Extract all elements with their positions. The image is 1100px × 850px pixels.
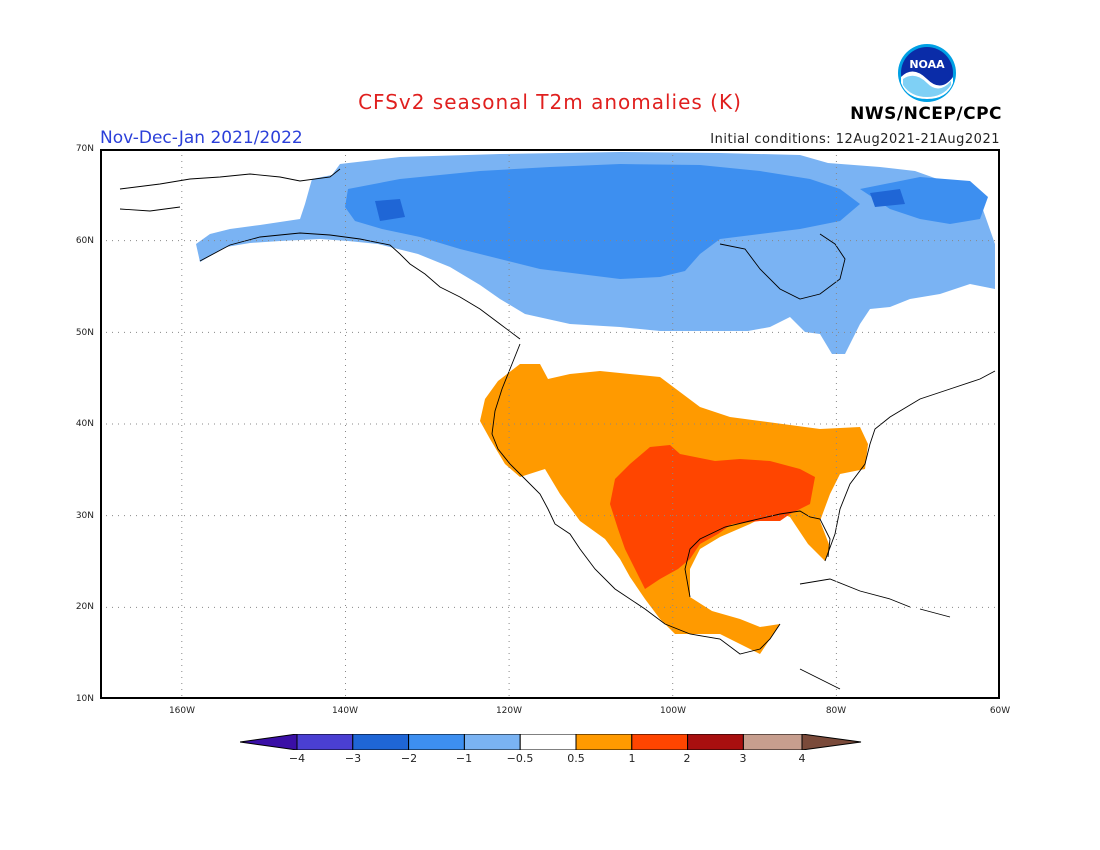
lon-label-120w: 120W xyxy=(495,706,523,716)
lat-label-50n: 50N xyxy=(75,328,94,338)
lon-label-160w: 160W xyxy=(168,706,196,716)
colorbar-segment xyxy=(687,734,744,750)
anomaly-cold-strong xyxy=(345,164,860,279)
logo-text: NOAA xyxy=(909,58,945,71)
colorbar-label: −1 xyxy=(455,752,473,765)
lat-label-70n: 70N xyxy=(75,144,94,154)
graticule xyxy=(100,149,1000,699)
coastline-alaska xyxy=(119,168,521,340)
coastlines xyxy=(119,168,996,690)
colorbar-label: 1 xyxy=(628,752,636,765)
coastline-caribbean xyxy=(799,578,951,690)
anomaly-cold-severe xyxy=(870,189,905,207)
anomaly-map xyxy=(100,149,1000,699)
colorbar-label: 3 xyxy=(739,752,747,765)
colorbar-label: 0.5 xyxy=(567,752,585,765)
colorbar-segment xyxy=(631,734,689,750)
lat-label-20n: 20N xyxy=(75,602,94,612)
lon-label-100w: 100W xyxy=(659,706,687,716)
colorbar-segment xyxy=(240,734,298,750)
colorbar-segment xyxy=(519,734,577,750)
lat-label-40n: 40N xyxy=(75,419,94,429)
colorbar xyxy=(240,734,862,750)
coastline-us-west xyxy=(491,343,781,655)
colorbar-label: 4 xyxy=(798,752,806,765)
colorbar-label: −3 xyxy=(344,752,362,765)
colorbar-label: 2 xyxy=(683,752,691,765)
lat-label-30n: 30N xyxy=(75,511,94,521)
coastline-us-east xyxy=(824,370,996,562)
colorbar-label: −0.5 xyxy=(506,752,534,765)
colorbar-segment xyxy=(742,734,803,750)
agency-label: NWS/NCEP/CPC xyxy=(850,104,1002,124)
anomaly-cold-strong xyxy=(860,177,988,224)
colorbar-label: −2 xyxy=(400,752,418,765)
lat-label-10n: 10N xyxy=(75,694,94,704)
colorbar-segment xyxy=(296,734,354,750)
lon-label-80w: 80W xyxy=(825,706,847,716)
colorbar-segment xyxy=(352,734,410,750)
forecast-period: Nov-Dec-Jan 2021/2022 xyxy=(100,128,303,148)
anomaly-warm-strong xyxy=(610,445,815,589)
lon-label-60w: 60W xyxy=(989,706,1011,716)
colorbar-segment xyxy=(463,734,521,750)
coastline-hudson-bay xyxy=(719,233,846,300)
map-frame xyxy=(100,149,1000,699)
map-title: CFSv2 seasonal T2m anomalies (K) xyxy=(358,90,742,114)
lon-label-140w: 140W xyxy=(331,706,359,716)
warm-anomaly-layer xyxy=(480,364,868,654)
noaa-logo-icon: NOAA xyxy=(898,44,956,102)
anomaly-cold-severe xyxy=(375,199,405,221)
lat-label-60n: 60N xyxy=(75,236,94,246)
coastline-gulf xyxy=(684,510,831,598)
colorbar-label: −4 xyxy=(288,752,306,765)
colorbar-segment xyxy=(801,734,862,750)
cold-anomaly-layer xyxy=(196,152,995,354)
initial-conditions: Initial conditions: 12Aug2021-21Aug2021 xyxy=(710,132,1000,147)
colorbar-segment xyxy=(408,734,465,750)
colorbar-segment xyxy=(575,734,633,750)
